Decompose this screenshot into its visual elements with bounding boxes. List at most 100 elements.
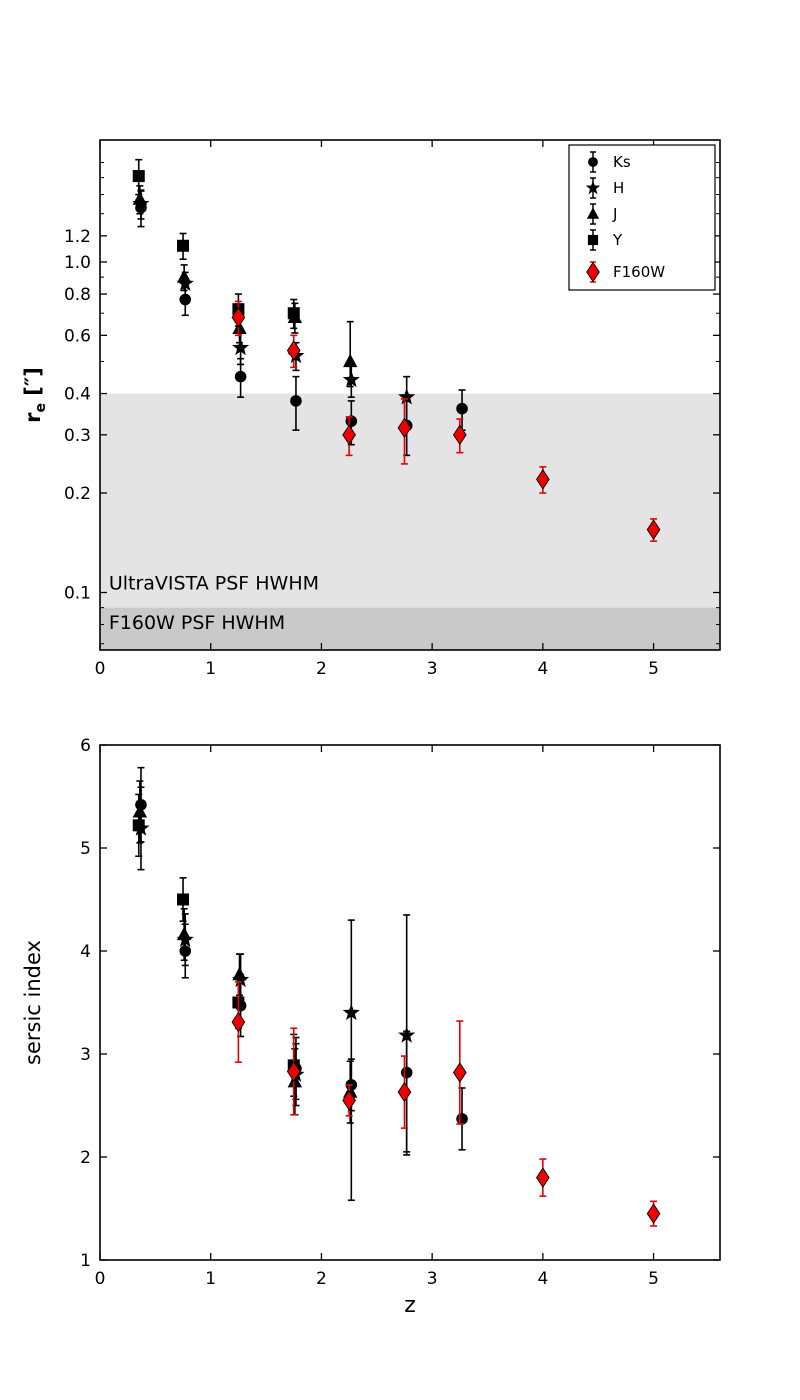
star-marker <box>585 180 601 195</box>
series-J <box>132 185 358 388</box>
x-tick-label: 3 <box>427 1269 438 1289</box>
y-tick-label: 3 <box>80 1045 91 1065</box>
series-Y <box>132 158 300 330</box>
y-tick-label: 0.1 <box>64 584 91 604</box>
axis-ticks: 0 1 2 3 4 5 0.1 0.2 0.3 0.4 0.6 0.8 1.0 1.2 <box>64 140 720 679</box>
triangle-marker <box>176 926 192 941</box>
legend-entry-H: H <box>585 177 624 199</box>
axes-frame <box>99 744 721 1261</box>
triangle-marker <box>232 966 247 981</box>
x-tick-label: 0 <box>95 659 106 679</box>
x-tick-label: 2 <box>316 659 327 679</box>
square-marker <box>287 307 300 320</box>
triangle-marker <box>586 207 600 219</box>
series-Y <box>132 793 300 1098</box>
series-F160W <box>231 300 661 542</box>
diamond-marker <box>231 307 246 328</box>
series-J <box>132 780 358 1124</box>
x-tick-label: 1 <box>205 659 216 679</box>
legend-entry-Y: Y <box>587 229 623 251</box>
legend-entry-J: J <box>586 203 617 225</box>
y-tick-label: 0.8 <box>64 285 91 305</box>
triangle-marker <box>232 320 247 334</box>
effective-radius-chart: UltraVISTA PSF HWHM F160W PSF HWHM 0 1 2 3 4 5 0… <box>21 139 721 679</box>
psf-band <box>100 607 720 650</box>
x-tick-label: 3 <box>427 659 438 679</box>
y-tick-label: 5 <box>80 839 91 859</box>
square-marker <box>587 234 599 246</box>
triangle-marker <box>343 353 358 368</box>
sersic-index-chart: 0 1 2 3 4 5 1 2 3 4 5 6 z sersic index <box>0 700 800 1400</box>
diamond-marker <box>342 1090 356 1111</box>
square-marker <box>132 170 145 183</box>
star-marker <box>398 388 416 405</box>
band-label: F160W PSF HWHM <box>109 612 285 634</box>
y-tick-label: 0.6 <box>64 326 91 346</box>
circle-marker <box>290 395 302 407</box>
y-tick-label: 4 <box>80 942 91 962</box>
star-marker <box>342 1003 360 1021</box>
legend-label: Ks <box>613 153 631 171</box>
series-F160W <box>231 981 661 1227</box>
y-tick-label: 1.2 <box>64 227 91 247</box>
legend-entry-Ks: Ks <box>588 151 631 173</box>
diamond-marker <box>286 340 301 361</box>
diamond-marker <box>536 1167 550 1188</box>
y-tick-label: 6 <box>80 736 91 756</box>
band-label: UltraVISTA PSF HWHM <box>109 573 319 595</box>
square-marker <box>132 819 145 832</box>
circle-marker <box>588 157 598 167</box>
legend: Ks HJY F160W <box>568 144 716 291</box>
x-tick-label: 4 <box>537 659 548 679</box>
circle-marker <box>234 370 247 383</box>
x-axis-label: z <box>404 1293 416 1318</box>
x-tick-label: 5 <box>648 1269 659 1289</box>
x-tick-label: 2 <box>316 1269 327 1289</box>
y-tick-label: 2 <box>80 1148 91 1168</box>
x-tick-label: 1 <box>205 1269 216 1289</box>
y-axis-label: re [″] <box>21 367 49 423</box>
legend-entry-F160W: F160W <box>586 261 665 283</box>
triangle-marker <box>132 804 148 818</box>
legend-label: J <box>612 205 617 223</box>
diamond-marker <box>452 1062 467 1083</box>
diamond-marker <box>536 469 550 490</box>
diamond-marker <box>646 519 661 540</box>
x-tick-label: 5 <box>648 659 659 679</box>
circle-marker <box>456 1113 468 1125</box>
y-tick-label: 0.3 <box>64 426 91 446</box>
y-tick-label: 0.2 <box>64 484 91 504</box>
star-marker <box>232 338 250 356</box>
diamond-marker <box>231 1011 246 1033</box>
x-tick-label: 4 <box>537 1269 548 1289</box>
y-axis-label: sersic index <box>21 940 45 1065</box>
triangle-marker <box>176 269 192 283</box>
series-H <box>132 786 416 1202</box>
circle-marker <box>456 402 468 415</box>
legend-label: H <box>613 179 624 197</box>
triangle-marker <box>287 1074 303 1088</box>
diamond-marker <box>342 424 356 446</box>
diamond-marker <box>646 1203 661 1224</box>
series-H <box>132 189 416 422</box>
diamond-marker <box>586 261 600 283</box>
legend-label: Y <box>612 231 623 249</box>
star-marker <box>176 274 194 291</box>
diamond-marker <box>452 424 467 446</box>
square-marker <box>177 893 190 906</box>
y-tick-label: 0.4 <box>64 385 91 405</box>
x-tick-label: 0 <box>95 1269 106 1289</box>
square-marker <box>177 239 190 252</box>
star-marker <box>342 370 360 388</box>
diamond-marker <box>397 417 412 439</box>
y-tick-label: 1.0 <box>64 253 91 273</box>
star-marker <box>398 1026 416 1043</box>
triangle-marker <box>132 191 148 205</box>
y-tick-label: 1 <box>80 1251 91 1271</box>
diamond-marker <box>286 1061 301 1082</box>
diamond-marker <box>397 1081 412 1103</box>
